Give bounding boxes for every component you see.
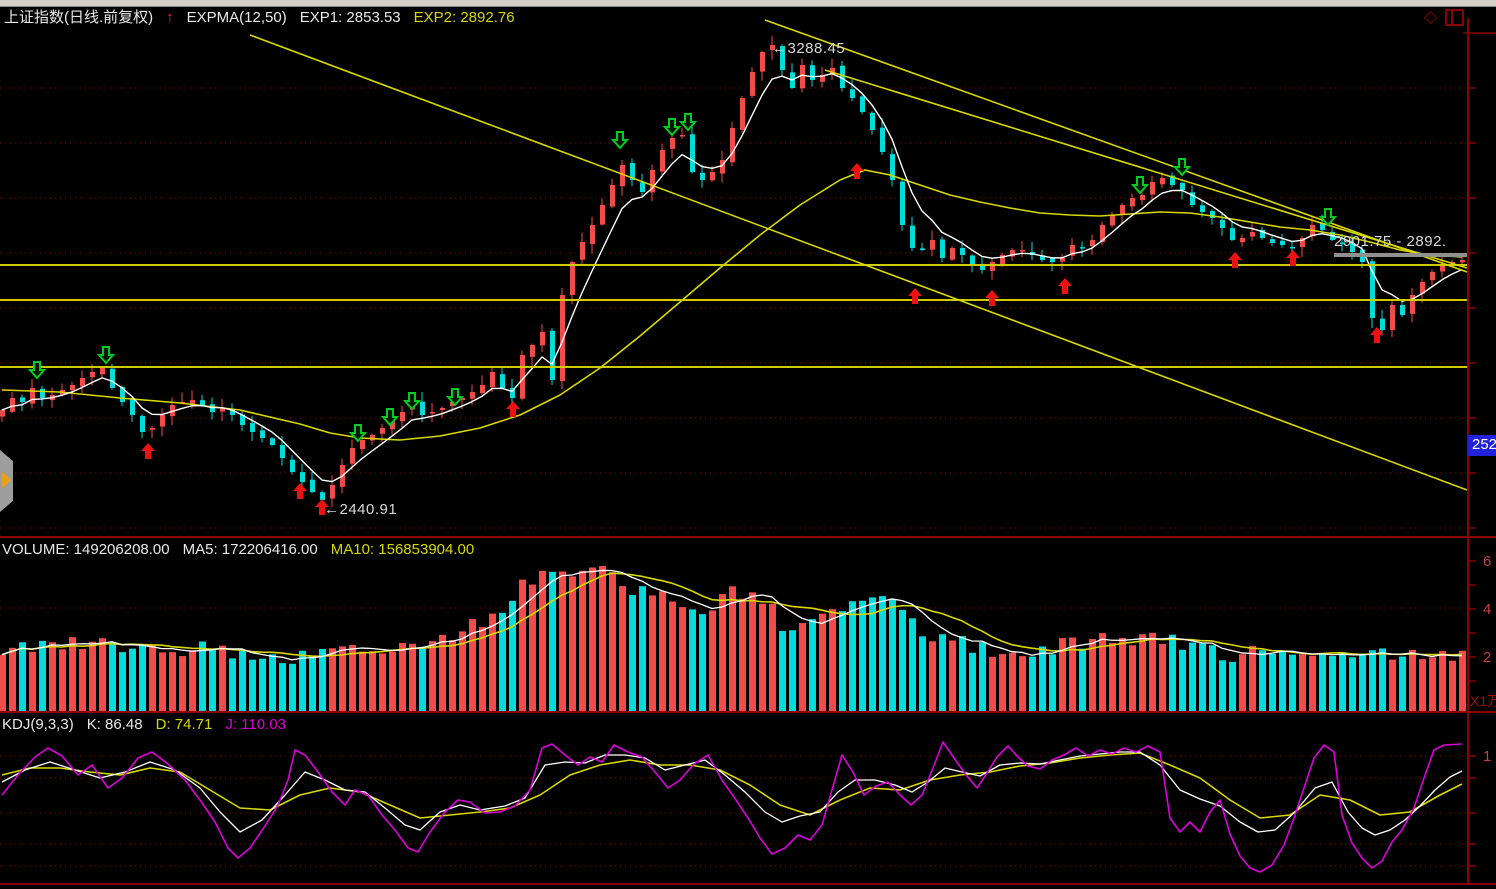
volume-header: VOLUME: 149206208.00 MA5: 172206416.00 M… [2, 541, 474, 559]
pane-controls: ◇ [1424, 8, 1464, 26]
volume-axis-label-6: 6 [1483, 553, 1492, 570]
main-chart-header: 上证指数(日线.前复权) ↑ EXPMA(12,50) EXP1: 2853.5… [4, 9, 515, 27]
volume-multiplier-label: X1万 [1470, 693, 1496, 709]
expand-right-icon [2, 472, 11, 488]
left-panel-expander[interactable] [0, 450, 13, 512]
kdj-axis-label-100: 1 [1483, 748, 1492, 765]
kdj-j-value: J: 110.03 [225, 716, 286, 733]
price-alert-tag: 252 [1468, 435, 1496, 456]
volume-axis-label-4: 4 [1483, 601, 1492, 618]
exp1-value: EXP1: 2853.53 [299, 9, 401, 26]
annotation-high: ←3288.45 [772, 40, 846, 57]
volume-axis-label-2: 2 [1483, 649, 1492, 666]
annotation-low: ←2440.91 [324, 501, 398, 518]
volume-ma5-value: MA5: 172206416.00 [182, 541, 318, 558]
kdj-header: KDJ(9,3,3) K: 86.48 D: 74.71 J: 110.03 [2, 716, 286, 734]
annotation-measure: 2901.75 - 2892. [1334, 233, 1447, 250]
signal-up-arrow-icon: ↑ [166, 9, 174, 26]
kdj-name: KDJ(9,3,3) [2, 716, 74, 733]
kdj-d-value: D: 74.71 [155, 716, 213, 733]
symbol-title: 上证指数(日线.前复权) [4, 9, 154, 26]
volume-value: VOLUME: 149206208.00 [2, 541, 170, 558]
kdj-k-value: K: 86.48 [86, 716, 143, 733]
volume-ma10-value: MA10: 156853904.00 [330, 541, 475, 558]
window-top-strip [0, 0, 1496, 7]
split-window-icon[interactable] [1445, 8, 1464, 26]
indicator-name: EXPMA(12,50) [186, 9, 287, 26]
exp2-value: EXP2: 2892.76 [413, 9, 515, 26]
diamond-icon[interactable]: ◇ [1423, 7, 1437, 26]
